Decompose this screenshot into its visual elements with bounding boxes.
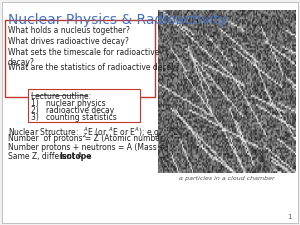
FancyBboxPatch shape bbox=[5, 20, 155, 97]
Text: Number  of protons = Z (Atomic number): Number of protons = Z (Atomic number) bbox=[8, 134, 166, 143]
Text: 3)   counting statistics: 3) counting statistics bbox=[31, 113, 117, 122]
FancyBboxPatch shape bbox=[28, 89, 140, 122]
Text: Number protons + neutrons = A (Mass #): Number protons + neutrons = A (Mass #) bbox=[8, 143, 169, 152]
Text: What sets the timescale for radioactive
decay?: What sets the timescale for radioactive … bbox=[8, 48, 159, 68]
Text: 1)   nuclear physics: 1) nuclear physics bbox=[31, 99, 106, 108]
Text: 2)   radioactive decay: 2) radioactive decay bbox=[31, 106, 114, 115]
FancyBboxPatch shape bbox=[2, 2, 298, 223]
Text: Same Z, different A →: Same Z, different A → bbox=[8, 152, 94, 161]
Text: Isotope: Isotope bbox=[59, 152, 92, 161]
Text: What drives radioactive decay?: What drives radioactive decay? bbox=[8, 37, 129, 46]
Text: Nuclear Structure:  $_{Z}^{\,A}$E (or $^{A}$E or E$^{A}$); e.g.  $^{12}$C: Nuclear Structure: $_{Z}^{\,A}$E (or $^{… bbox=[8, 125, 180, 140]
Text: Nuclear Physics & Radioactivity: Nuclear Physics & Radioactivity bbox=[8, 13, 227, 27]
Text: α particles in a cloud chamber: α particles in a cloud chamber bbox=[179, 176, 275, 181]
Text: What holds a nucleus together?: What holds a nucleus together? bbox=[8, 26, 130, 35]
Text: 1: 1 bbox=[287, 214, 292, 220]
Text: Lecture outline:: Lecture outline: bbox=[31, 92, 91, 101]
Text: What are the statistics of radioactive decay?: What are the statistics of radioactive d… bbox=[8, 63, 180, 72]
